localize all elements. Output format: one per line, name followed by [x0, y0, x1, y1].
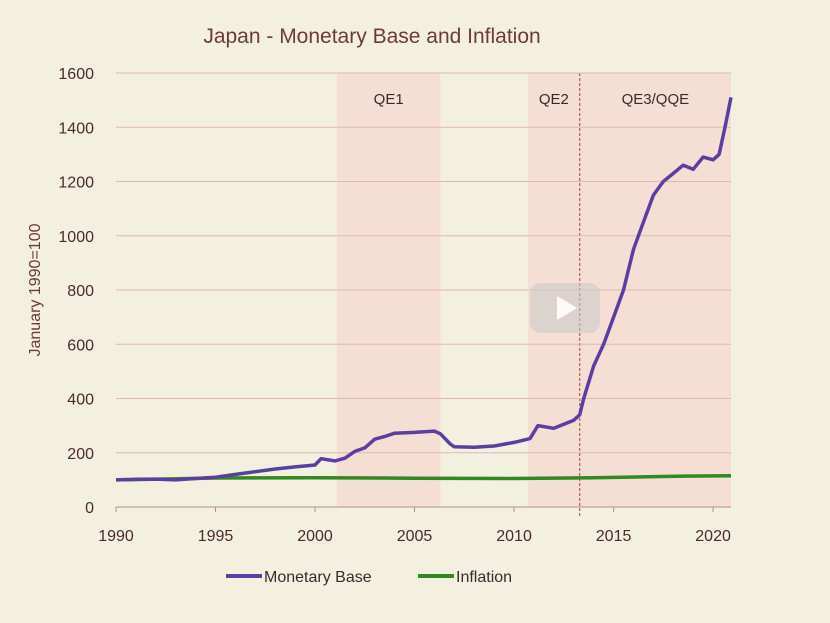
y-tick-label: 1000: [58, 229, 94, 246]
region-label-1: QE2: [539, 91, 569, 108]
x-tick-label: 2015: [596, 528, 632, 545]
legend: Monetary Base Inflation: [226, 569, 512, 586]
y-tick-label: 0: [85, 500, 94, 517]
region-label-0: QE1: [374, 91, 404, 108]
x-tick-label: 2000: [297, 528, 333, 545]
legend-label-inflation: Inflation: [456, 569, 512, 586]
x-tick-label: 1995: [198, 528, 234, 545]
x-tick-label: 1990: [98, 528, 134, 545]
region-label-2: QE3/QQE: [622, 91, 690, 108]
y-tick-label: 1400: [58, 120, 94, 137]
y-tick-label: 200: [67, 446, 94, 463]
y-tick-label: 800: [67, 283, 94, 300]
y-tick-label: 1200: [58, 175, 94, 192]
y-tick-label: 1600: [58, 66, 94, 83]
series-line-inflation: [115, 474, 732, 482]
x-tick-label: 2020: [695, 528, 731, 545]
chart-title: Japan - Monetary Base and Inflation: [203, 25, 540, 48]
y-axis-label: January 1990=100: [27, 223, 44, 356]
y-tick-label: 400: [67, 392, 94, 409]
x-tick-label: 2005: [397, 528, 433, 545]
x-tick-label: 2010: [496, 528, 532, 545]
video-play-button[interactable]: [530, 283, 600, 333]
series-line-monetary-base: [115, 97, 733, 482]
legend-label-monetary-base: Monetary Base: [264, 569, 372, 586]
y-tick-label: 600: [67, 337, 94, 354]
